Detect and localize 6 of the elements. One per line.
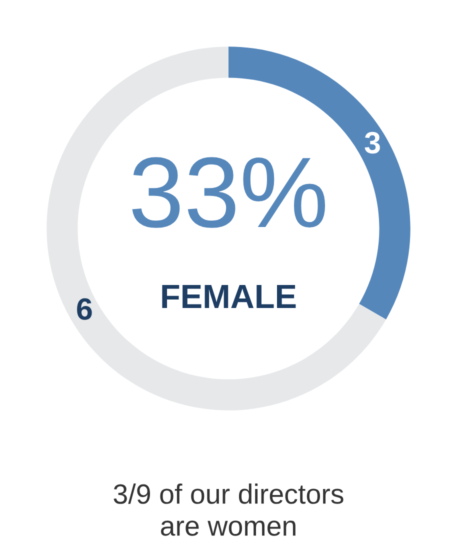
text: FEMALE — [162, 285, 296, 308]
donut-slice — [46, 46, 386, 410]
text: 33% — [132, 157, 326, 228]
data-label: 3 — [364, 132, 380, 154]
data-label: 6 — [77, 298, 92, 320]
text: 3/9 of our directors are women — [114, 484, 344, 536]
